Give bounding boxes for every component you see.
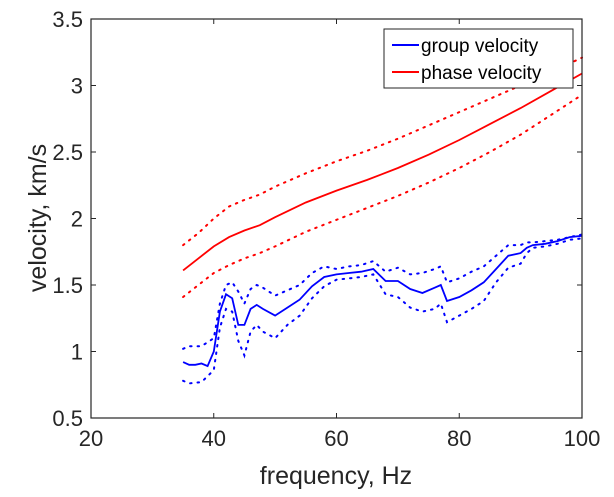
y-tick-label: 1.5 <box>52 273 83 298</box>
y-tick-label: 3.5 <box>52 7 83 32</box>
series-line-phase-velocity-lower-bound <box>182 93 583 298</box>
legend-label-group: group velocity <box>421 36 539 57</box>
legend-label-phase: phase velocity <box>421 63 542 84</box>
x-tick-label: 100 <box>564 426 601 451</box>
y-tick-label: 0.5 <box>52 406 83 431</box>
series-line-group-velocity <box>182 234 583 368</box>
x-tick-label: 60 <box>324 426 348 451</box>
x-tick-label: 80 <box>447 426 471 451</box>
y-tick-label: 2 <box>71 207 83 232</box>
y-tick-label: 1 <box>71 340 83 365</box>
y-tick-label: 2.5 <box>52 140 83 165</box>
y-tick-label: 3 <box>71 74 83 99</box>
plot-lines <box>182 56 583 385</box>
axis-ticks: 20 40 60 80 100 0.5 1 1.5 2 2.5 3 3.5 <box>52 7 600 451</box>
x-axis-label: frequency, Hz <box>260 462 412 490</box>
series-line-group-velocity-upper-bound <box>182 233 583 350</box>
x-tick-label: 40 <box>202 426 226 451</box>
series-line-group-velocity-lower-bound <box>182 237 583 385</box>
legend-box <box>383 28 574 89</box>
series-line-phase-velocity-upper-bound <box>182 56 583 247</box>
x-tick-label: 20 <box>79 426 103 451</box>
legend: group velocity phase velocity <box>383 28 574 89</box>
y-axis-label: velocity, km/s <box>24 144 52 292</box>
series-line-phase-velocity <box>182 72 583 272</box>
